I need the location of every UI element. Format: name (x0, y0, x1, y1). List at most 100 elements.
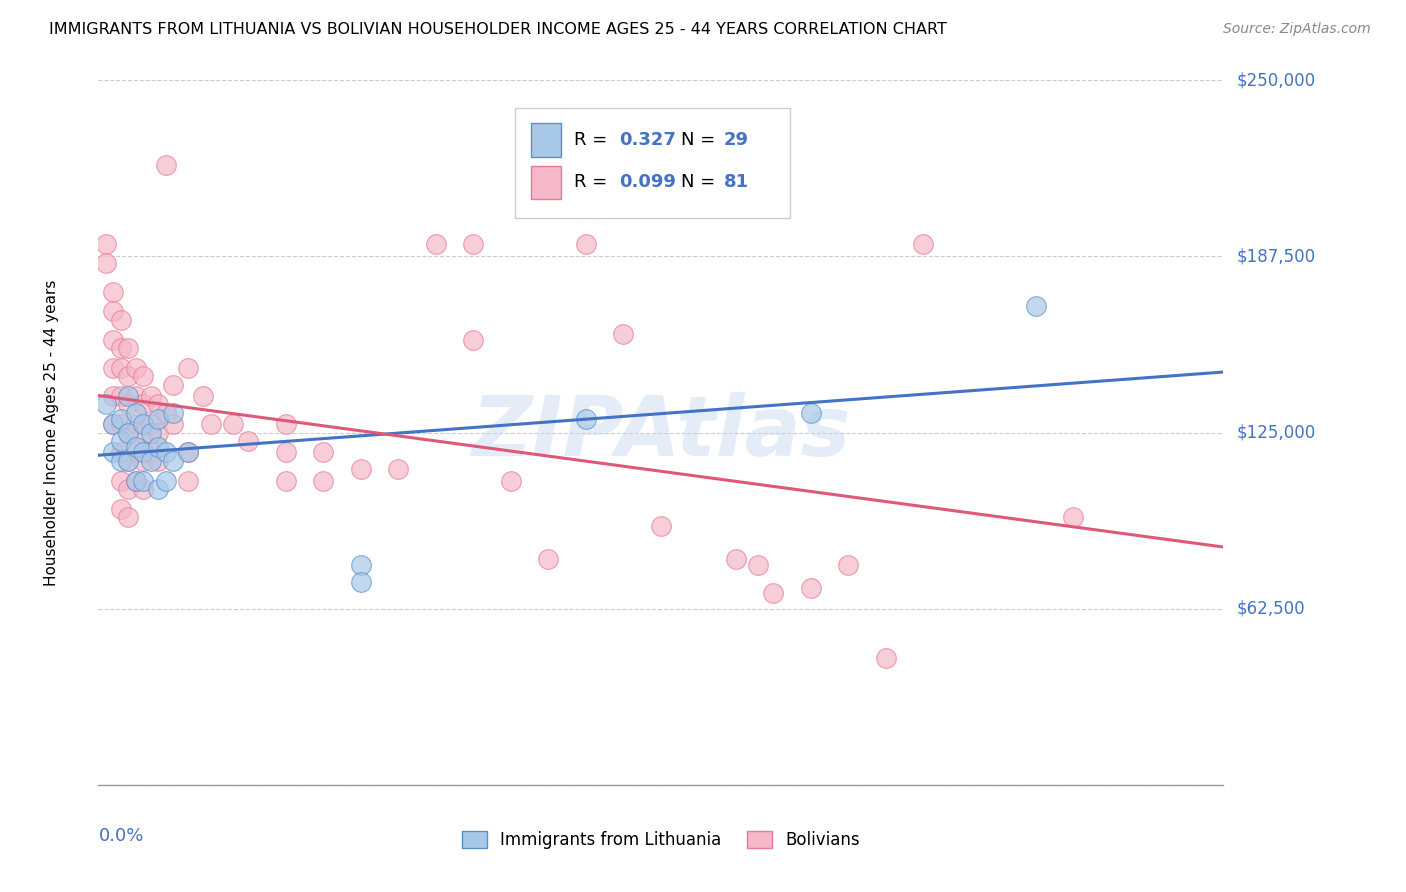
Point (350, 574, 373, 589)
Point (103, 417, 125, 432)
Point (125, 445, 148, 459)
Point (103, 417, 125, 432)
Text: R =: R = (574, 173, 613, 192)
Point (110, 341, 132, 355)
Point (103, 389, 125, 403)
Point (125, 417, 148, 432)
Text: Source: ZipAtlas.com: Source: ZipAtlas.com (1223, 22, 1371, 37)
Point (837, 558, 859, 573)
Point (162, 417, 184, 432)
Point (125, 389, 148, 403)
Point (800, 581, 823, 595)
Text: N =: N = (681, 173, 721, 192)
Text: Householder Income Ages 25 - 44 years: Householder Income Ages 25 - 44 years (44, 279, 59, 586)
Point (425, 236, 447, 251)
Point (177, 445, 200, 459)
Text: 29: 29 (724, 131, 749, 149)
Point (912, 236, 935, 251)
Point (463, 236, 485, 251)
Point (117, 454, 139, 468)
Point (110, 474, 132, 488)
Text: $187,500: $187,500 (1237, 247, 1316, 266)
Point (200, 417, 222, 432)
Point (103, 285, 125, 299)
Point (139, 425, 162, 440)
Bar (531, 166, 561, 200)
Point (650, 518, 672, 533)
Point (117, 397, 139, 411)
Point (103, 304, 125, 318)
Point (132, 454, 155, 468)
Point (148, 411, 170, 425)
Point (162, 406, 184, 420)
Point (132, 425, 155, 440)
Point (155, 158, 177, 172)
Point (110, 313, 132, 327)
Point (117, 454, 139, 468)
Text: $250,000: $250,000 (1237, 71, 1316, 89)
Point (103, 333, 125, 347)
Point (132, 482, 155, 496)
Point (238, 434, 260, 448)
Point (103, 445, 125, 459)
Point (117, 389, 139, 403)
Point (117, 425, 139, 440)
Point (117, 482, 139, 496)
Point (387, 462, 409, 476)
Text: R =: R = (574, 131, 613, 149)
Point (94, 236, 117, 251)
Point (103, 360, 125, 375)
Point (148, 440, 170, 454)
Point (125, 474, 148, 488)
Text: IMMIGRANTS FROM LITHUANIA VS BOLIVIAN HOUSEHOLDER INCOME AGES 25 - 44 YEARS CORR: IMMIGRANTS FROM LITHUANIA VS BOLIVIAN HO… (49, 22, 948, 37)
Point (463, 333, 485, 347)
Point (139, 417, 162, 432)
Point (148, 454, 170, 468)
Point (222, 417, 245, 432)
Point (575, 236, 598, 251)
Legend: Immigrants from Lithuania, Bolivians: Immigrants from Lithuania, Bolivians (456, 824, 866, 855)
Point (139, 389, 162, 403)
Point (148, 482, 170, 496)
Point (499, 474, 522, 488)
Point (110, 445, 132, 459)
Point (132, 397, 155, 411)
Point (94, 256, 117, 270)
Point (162, 454, 184, 468)
Point (110, 454, 132, 468)
Text: 0.0%: 0.0% (98, 827, 143, 846)
Point (155, 474, 177, 488)
Point (139, 445, 162, 459)
Point (1062, 510, 1084, 524)
Point (132, 369, 155, 384)
Point (1025, 299, 1047, 313)
Point (575, 411, 598, 425)
Point (148, 425, 170, 440)
Point (117, 341, 139, 355)
Point (612, 326, 634, 341)
Point (177, 445, 200, 459)
Text: N =: N = (681, 131, 721, 149)
Point (312, 474, 335, 488)
Point (274, 445, 297, 459)
FancyBboxPatch shape (515, 109, 790, 218)
Point (110, 501, 132, 516)
Point (875, 651, 897, 665)
Point (117, 369, 139, 384)
Text: 81: 81 (724, 173, 749, 192)
Point (148, 397, 170, 411)
Point (139, 454, 162, 468)
Text: ZIPAtlas: ZIPAtlas (471, 392, 851, 473)
Point (274, 417, 297, 432)
Point (132, 445, 155, 459)
Point (125, 360, 148, 375)
Point (132, 474, 155, 488)
Point (110, 360, 132, 375)
Point (110, 417, 132, 432)
Point (125, 406, 148, 420)
Point (800, 406, 823, 420)
Bar (531, 123, 561, 157)
Point (125, 440, 148, 454)
Point (132, 417, 155, 432)
Point (350, 558, 373, 573)
